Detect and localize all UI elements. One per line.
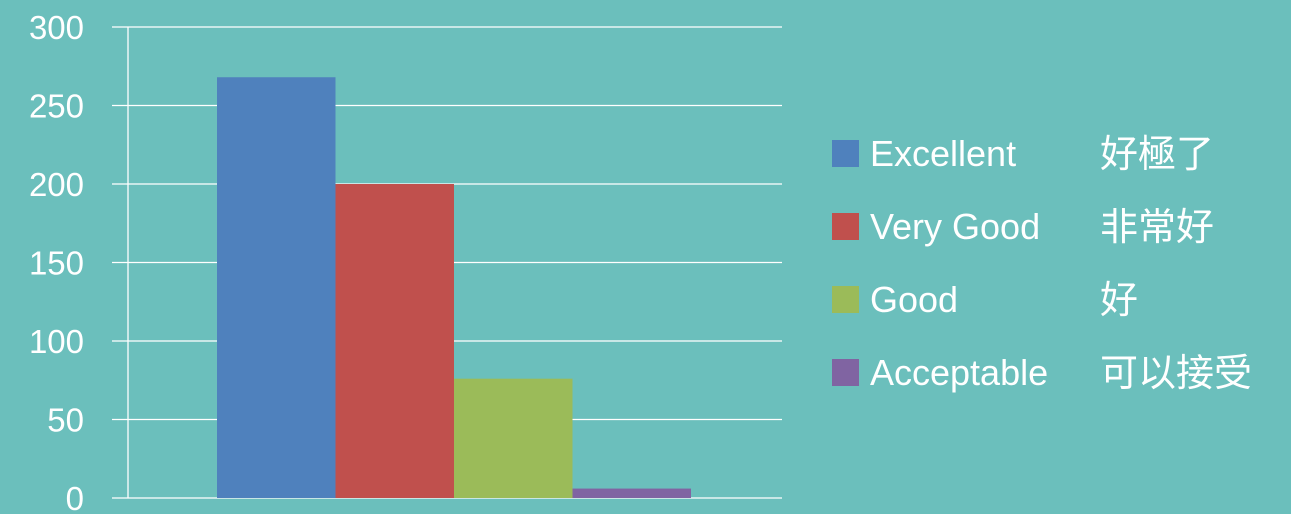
y-tick-label-150: 150: [29, 245, 84, 282]
legend-swatch-acceptable: [832, 359, 859, 386]
legend: Excellent 好極了 Very Good 非常好 Good 好 Acceptable 可…: [832, 132, 1252, 395]
legend-swatch-excellent: [832, 140, 859, 167]
legend-label-excellent: Excellent: [870, 133, 1016, 174]
bar-good: [454, 378, 573, 498]
y-tick-label-100: 100: [29, 323, 84, 360]
legend-sublabel-acceptable: 可以接受: [1100, 351, 1252, 395]
legend-swatch-good: [832, 286, 859, 313]
legend-swatch-very-good: [832, 213, 859, 240]
y-tick-label-300: 300: [29, 9, 84, 46]
bars: [217, 77, 691, 499]
y-tick-label-0: 0: [66, 480, 84, 514]
legend-label-acceptable: Acceptable: [870, 352, 1048, 393]
bar-acceptable: [572, 488, 691, 498]
legend-label-good: Good: [870, 279, 958, 320]
y-tick-label-250: 250: [29, 88, 84, 125]
y-tick-label-50: 50: [47, 402, 84, 439]
y-axis: 0 50 100 150 200 250 300: [29, 9, 129, 514]
y-tick-label-200: 200: [29, 166, 84, 203]
legend-sublabel-good: 好: [1100, 278, 1138, 322]
bar-excellent: [217, 77, 336, 499]
legend-label-very-good: Very Good: [870, 206, 1040, 247]
bar-very-good: [335, 184, 454, 498]
legend-sublabel-very-good: 非常好: [1100, 205, 1214, 249]
legend-sublabel-excellent: 好極了: [1100, 132, 1214, 176]
